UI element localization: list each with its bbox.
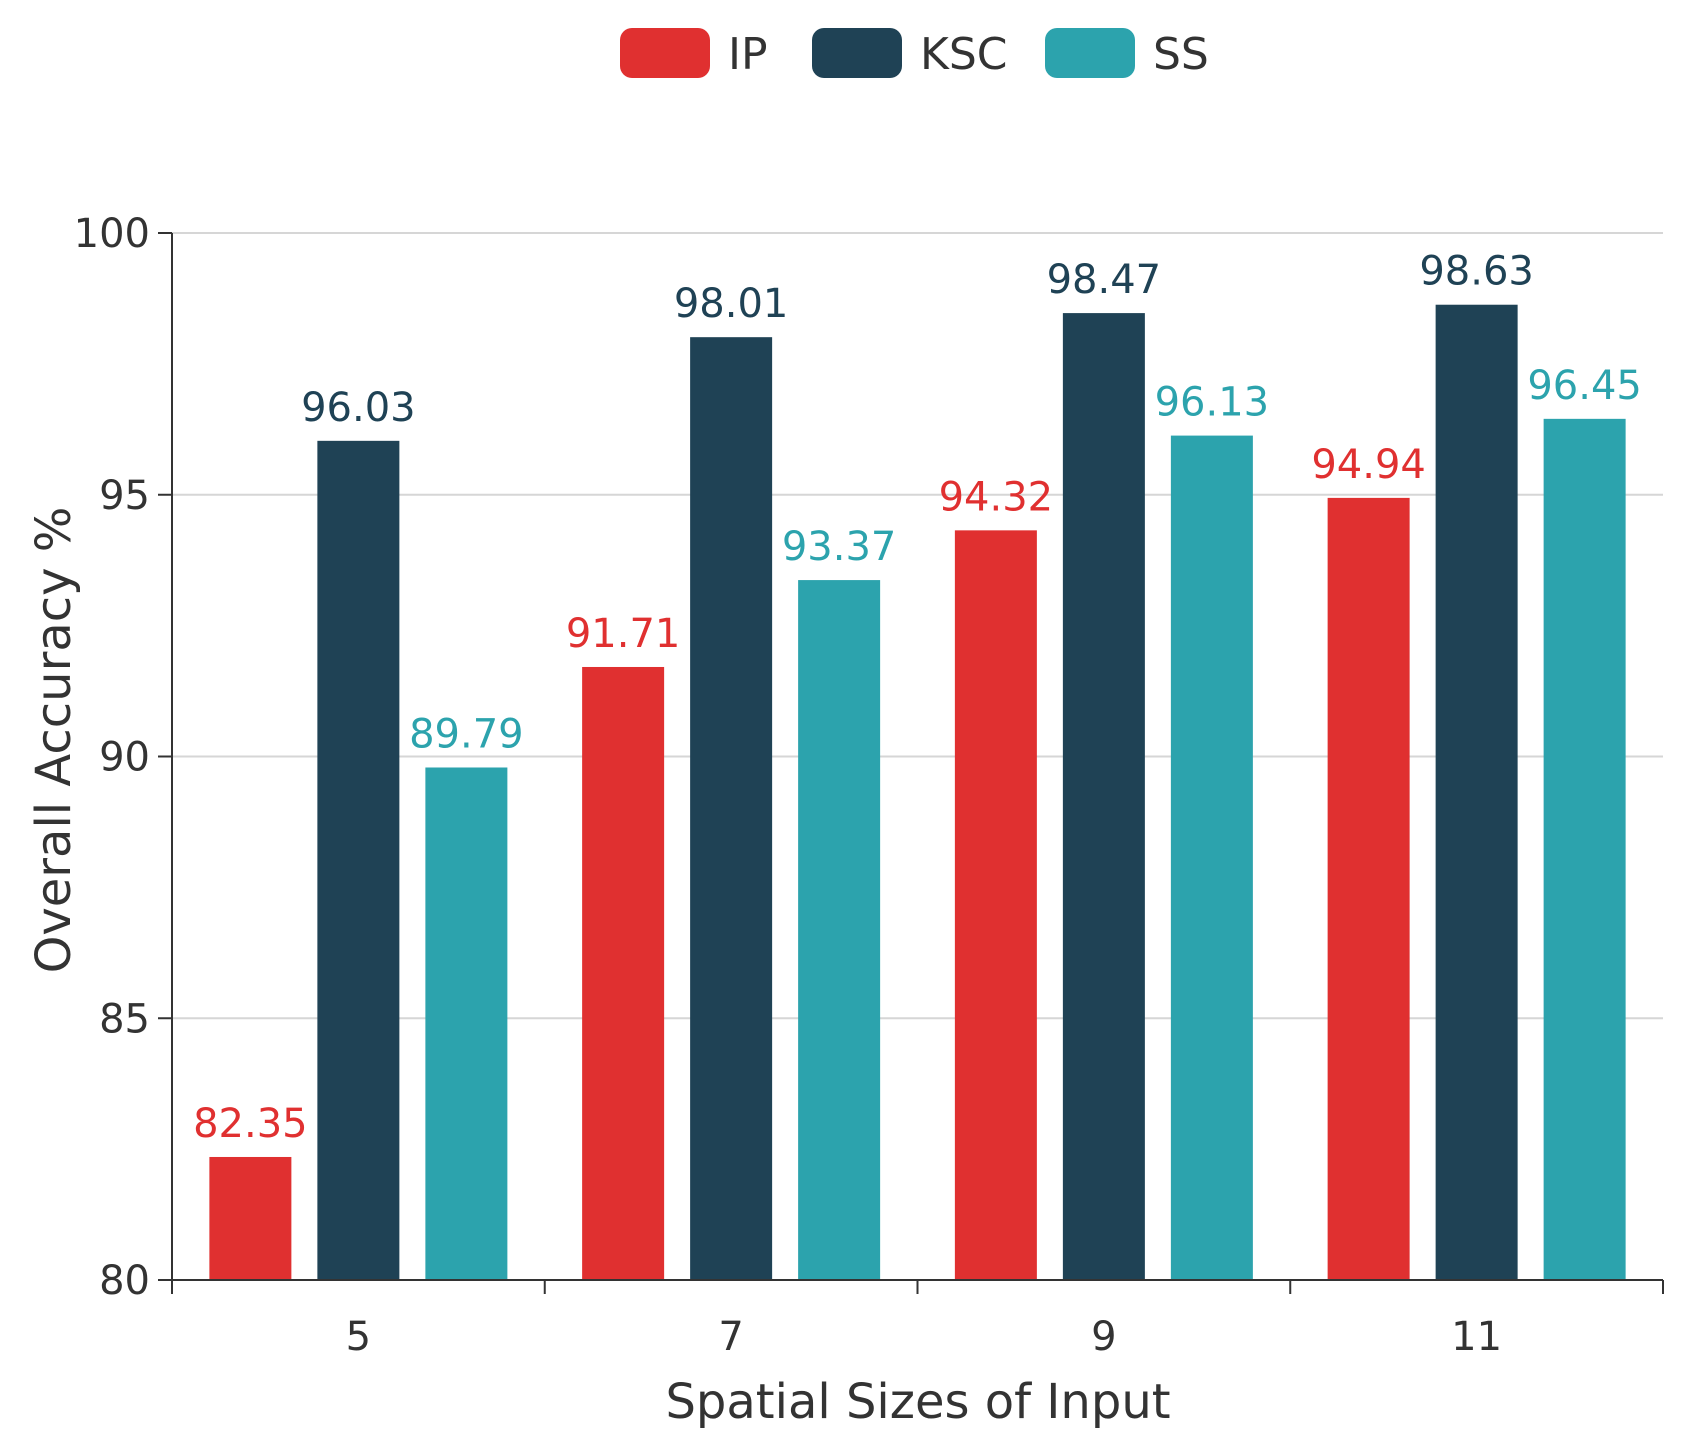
bar-ksc-5 [317,440,400,1281]
legend-label-ip: IP [728,29,768,80]
bar-ksc-11 [1435,304,1518,1281]
bar-ss-7 [798,580,881,1280]
bar-value-label: 96.13 [1155,380,1270,426]
bar-value-label: 93.37 [782,524,897,570]
bar-value-label: 94.32 [939,474,1054,520]
bar-labels: 82.35 91.71 94.32 94.94 96.03 98.01 98.47 98.63… [193,249,1642,1147]
legend-swatch-ss [1045,28,1135,78]
x-tick-label: 11 [1451,1314,1502,1360]
legend-label-ss: SS [1153,29,1209,80]
y-tick-label: 80 [99,1258,150,1304]
x-tick-label: 9 [1091,1314,1116,1360]
bars [209,304,1626,1281]
bar-value-label: 89.79 [409,711,524,757]
bar-value-label: 98.47 [1047,257,1162,303]
bar-ss-11 [1543,418,1626,1280]
bar-ss-9 [1170,435,1253,1281]
y-tick-label: 100 [74,211,150,257]
bar-value-label: 98.63 [1419,249,1534,295]
legend: IP KSC SS [620,28,1209,80]
x-tick-label: 5 [346,1314,371,1360]
bar-ip-5 [209,1156,292,1280]
legend-swatch-ksc [812,28,902,78]
x-axis-title: Spatial Sizes of Input [665,1374,1170,1430]
bar-value-label: 96.03 [301,385,416,431]
bar-value-label: 94.94 [1311,442,1426,488]
bar-value-label: 82.35 [193,1101,308,1147]
bar-ip-11 [1327,497,1410,1280]
bar-value-label: 91.71 [566,611,681,657]
y-axis-title: Overall Accuracy % [26,507,82,974]
bar-ip-7 [582,666,665,1280]
y-tick-label: 95 [99,473,150,519]
y-tick-label: 85 [99,996,150,1042]
gridlines [172,232,1663,1020]
bar-ksc-7 [690,337,773,1280]
bar-ss-5 [425,767,508,1280]
legend-label-ksc: KSC [920,29,1008,80]
bar-value-label: 98.01 [674,281,789,327]
bar-value-label: 96.45 [1527,363,1642,409]
x-tick-label: 7 [718,1314,743,1360]
y-tick-label: 90 [99,735,150,781]
legend-swatch-ip [620,28,710,78]
bar-ksc-9 [1062,313,1145,1281]
bar-ip-9 [954,530,1037,1280]
axes: 80 85 90 95 100 5 7 9 11 [74,211,1664,1360]
